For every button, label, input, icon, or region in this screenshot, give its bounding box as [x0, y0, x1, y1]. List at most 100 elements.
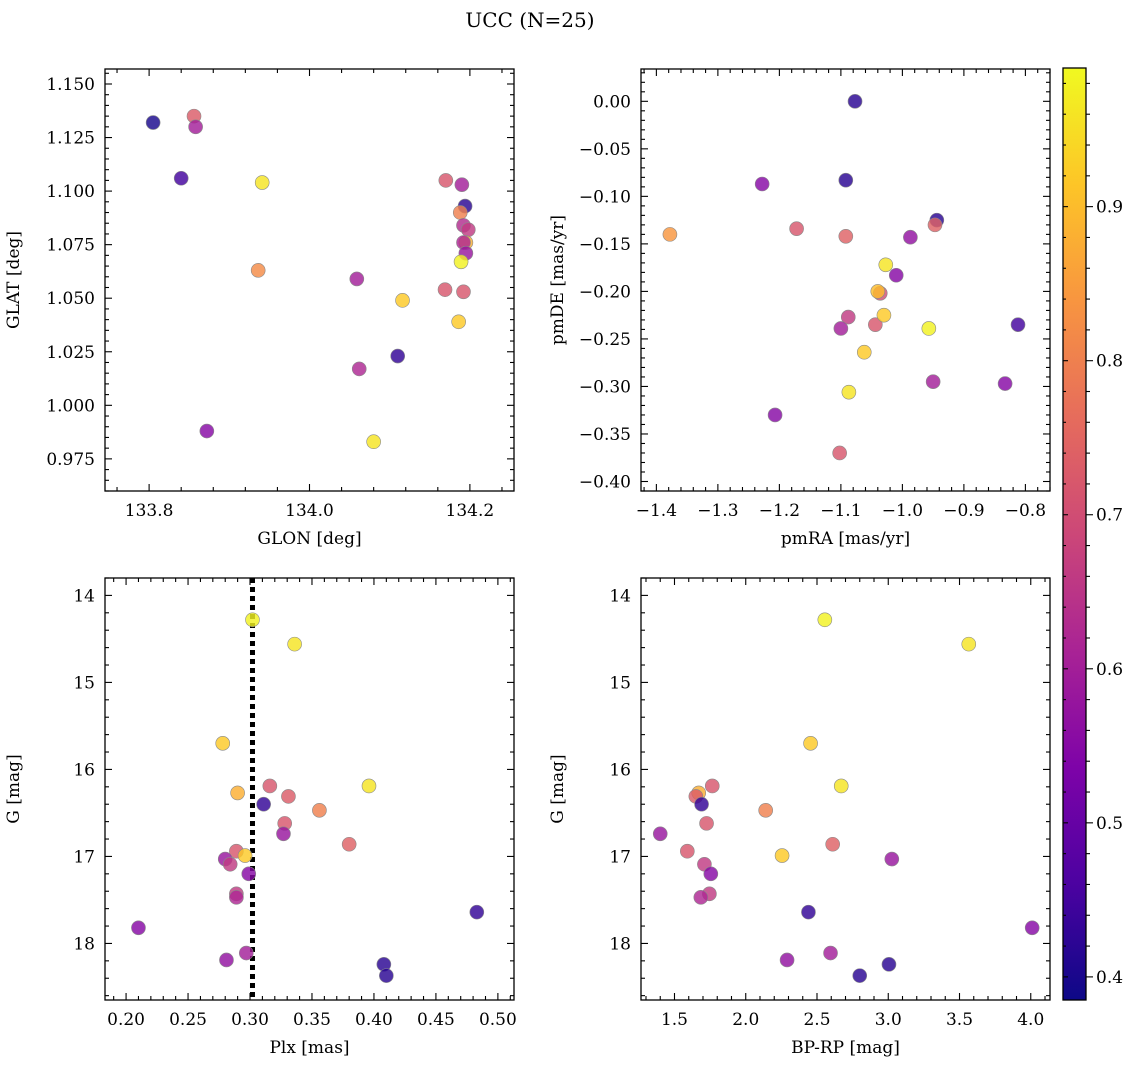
y-tick-label: −0.20	[579, 282, 631, 302]
scatter-point	[1024, 920, 1040, 936]
panels: 133.8 134.0 134.2 0.975 1.000 1.025 1.050 1.075…	[4, 68, 1051, 1058]
scatter-point	[925, 374, 941, 389]
scatter-point	[131, 920, 146, 936]
x-tick-label: 4.0	[1017, 1010, 1044, 1030]
x-tick-label: −1.4	[636, 501, 677, 521]
y-tick-label: 1.075	[46, 236, 95, 256]
y-tick-label: 15	[609, 673, 631, 693]
x-tick-label: −1.3	[697, 501, 738, 521]
x-tick-label: −1.1	[820, 501, 861, 521]
scatter-point	[454, 177, 470, 192]
y-tick-label: 1.000	[46, 396, 95, 416]
x-axis-label: GLON [deg]	[257, 529, 361, 549]
y-tick-label: 15	[73, 673, 95, 693]
scatter-point	[921, 321, 937, 336]
x-tick-label: 3.0	[875, 1010, 902, 1030]
x-tick-label: 3.5	[946, 1010, 973, 1030]
scatter-point	[870, 284, 886, 299]
scatter-point	[437, 282, 453, 297]
x-tick-label: 0.30	[231, 1010, 269, 1030]
colorbar-tick-label: 0.5	[1096, 814, 1123, 834]
scatter-point	[903, 229, 918, 245]
colorbar-gradient	[1063, 68, 1086, 1000]
x-tick-label: 0.45	[417, 1010, 455, 1030]
scatter-point	[469, 904, 485, 920]
scatter-point	[838, 228, 854, 244]
y-tick-label: 16	[73, 760, 95, 780]
scatter-point	[754, 176, 770, 192]
scatter-point	[366, 434, 381, 450]
x-tick-label: 2.5	[803, 1010, 830, 1030]
scatter-point	[173, 170, 189, 186]
scatter-point	[652, 826, 668, 842]
scatter-point	[395, 293, 410, 308]
x-tick-label: 2.0	[732, 1010, 759, 1030]
scatter-point	[817, 612, 833, 628]
y-axis-label: G [mag]	[548, 754, 568, 823]
scatter-point	[803, 736, 818, 751]
plot-frame	[640, 68, 1051, 492]
figure-title: UCC (N=25)	[465, 8, 594, 32]
scatter-point	[256, 796, 271, 812]
scatter-point	[888, 267, 904, 283]
colorbar-tick-label: 0.4	[1096, 968, 1123, 988]
scatter-point	[878, 257, 894, 273]
x-axis-label: pmRA [mas/yr]	[781, 529, 910, 549]
panel-3: 0.20 0.25 0.30 0.35 0.40 0.45 0.50 14 15 16 17 18 Pl…	[4, 577, 517, 1058]
scatter-point	[662, 227, 678, 242]
scatter-point	[287, 636, 302, 652]
scatter-point	[704, 778, 720, 794]
y-tick-label: 18	[609, 934, 631, 954]
x-tick-label: −0.9	[943, 501, 984, 521]
y-tick-label: −0.35	[579, 425, 631, 445]
y-tick-label: 1.100	[46, 182, 95, 202]
x-tick-label: 134.0	[285, 501, 334, 521]
scatter-point	[219, 952, 234, 968]
scatter-point	[250, 263, 266, 278]
scatter-point	[438, 173, 454, 188]
y-tick-label: 14	[609, 586, 631, 606]
scatter-point	[460, 222, 476, 237]
scatter-point	[222, 856, 238, 872]
y-tick-label: −0.10	[579, 187, 631, 207]
y-axis-label: pmDE [mas/yr]	[548, 215, 568, 345]
scatter-point	[351, 361, 367, 377]
y-tick-label: 1.025	[46, 343, 95, 363]
colorbar-tick-label: 0.9	[1096, 198, 1123, 218]
scatter-point	[852, 968, 868, 983]
scatter-point	[361, 778, 377, 794]
scatter-point	[199, 423, 215, 439]
scatter-point	[262, 778, 278, 794]
x-tick-label: 0.50	[479, 1010, 517, 1030]
y-tick-label: 17	[609, 847, 631, 867]
x-tick-label: 0.20	[107, 1010, 145, 1030]
x-tick-label: −1.2	[759, 501, 800, 521]
scatter-point	[841, 384, 857, 400]
scatter-point	[881, 957, 897, 972]
colorbar: 0.4 0.5 0.6 0.7 0.8 0.9	[1062, 67, 1123, 1001]
y-tick-label: −0.05	[579, 140, 631, 160]
y-tick-label: 0.00	[593, 92, 631, 112]
x-tick-label: 0.35	[293, 1010, 331, 1030]
scatter-point	[237, 848, 253, 863]
scatter-point	[847, 94, 863, 109]
panel-4: 1.5 2.0 2.5 3.0 3.5 4.0 14 15 16 17 18 BP-RP [mag] G…	[548, 577, 1051, 1058]
scatter-point	[254, 175, 270, 190]
scatter-point	[452, 205, 468, 220]
scatter-point	[1010, 317, 1026, 332]
scatter-point	[884, 851, 900, 867]
scatter-point	[838, 172, 854, 188]
scatter-point	[801, 904, 816, 920]
y-tick-label: 1.150	[46, 75, 95, 95]
y-tick-label: 14	[73, 586, 95, 606]
scatter-point	[456, 284, 471, 300]
x-tick-label: 0.25	[169, 1010, 207, 1030]
scatter-point	[832, 445, 847, 461]
x-tick-label: 133.8	[125, 501, 174, 521]
scatter-point	[774, 848, 790, 863]
scatter-point	[245, 612, 260, 628]
scatter-point	[229, 890, 244, 905]
scatter-point	[680, 843, 695, 859]
scatter-point	[868, 317, 883, 332]
